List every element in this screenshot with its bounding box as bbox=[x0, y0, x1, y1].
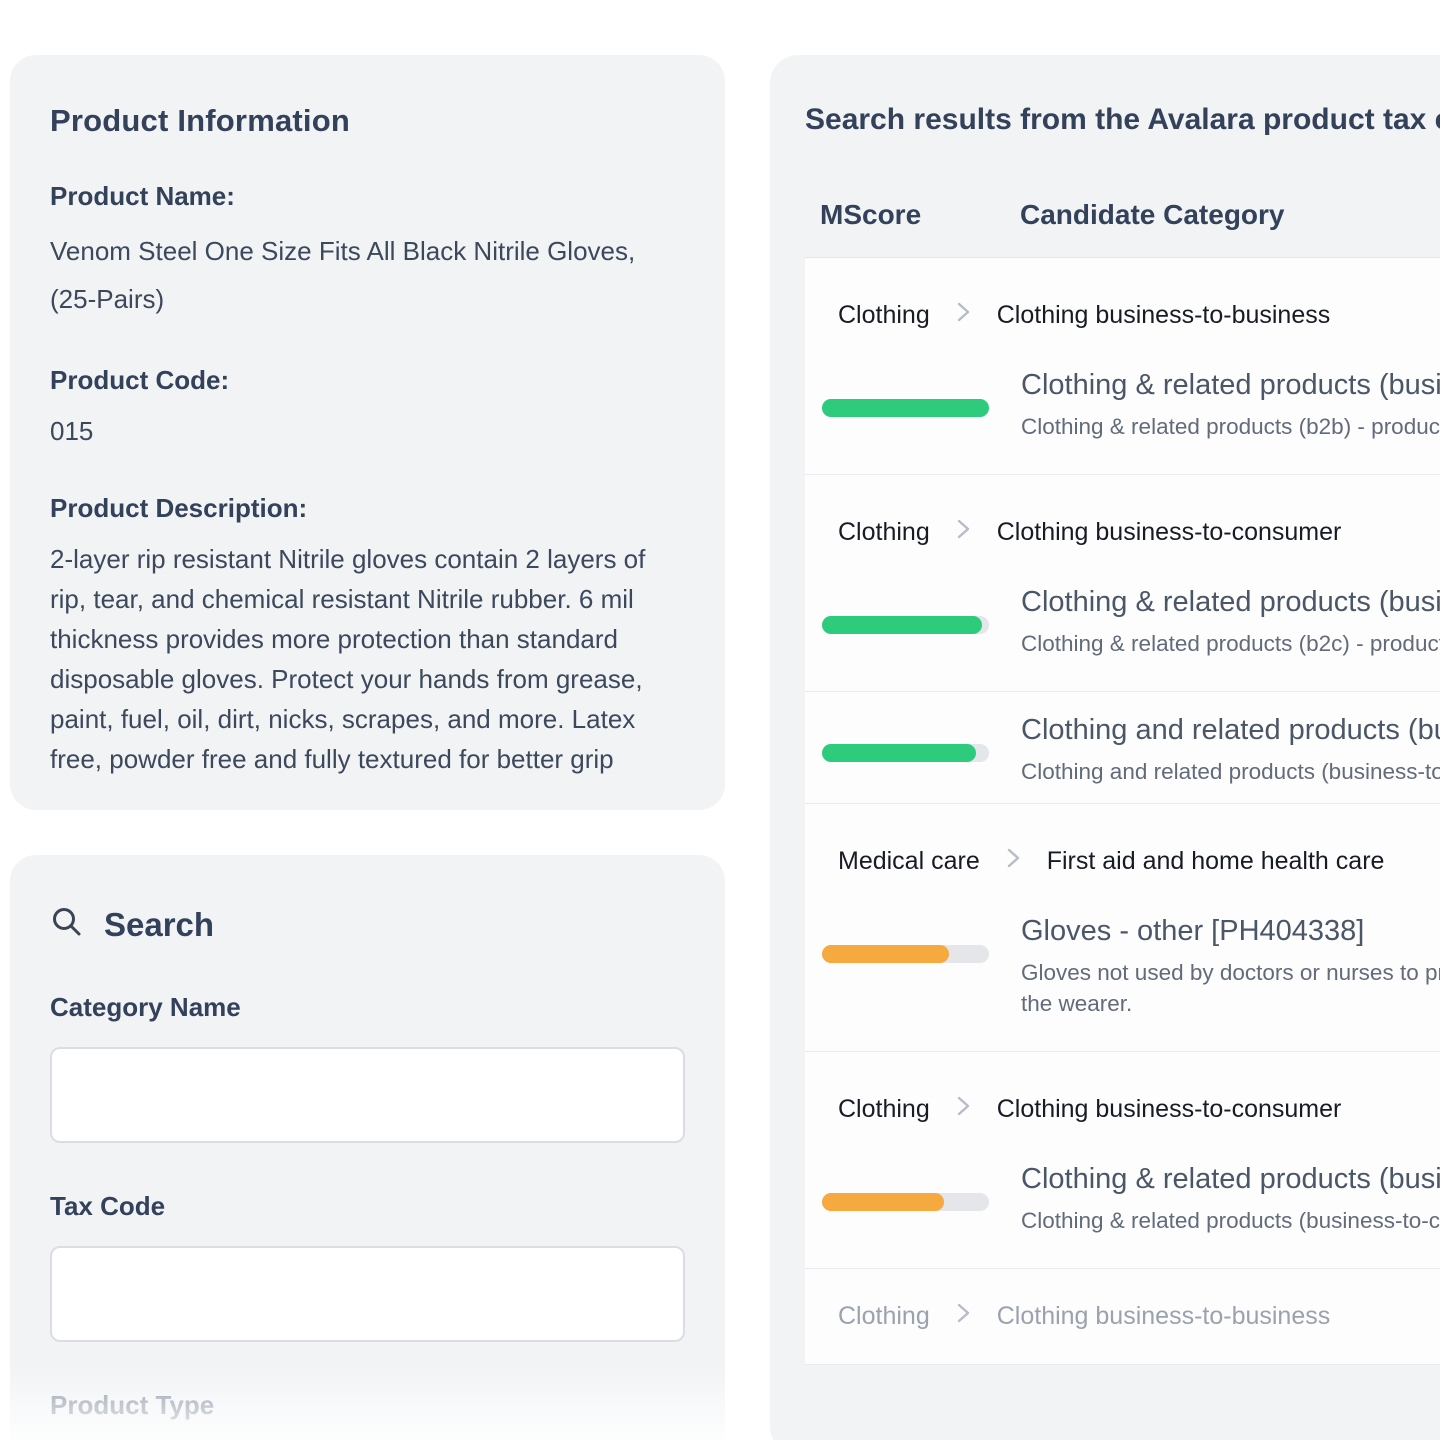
breadcrumb-category: Clothing bbox=[838, 1095, 930, 1123]
table-row[interactable]: Clothing and related products (business)… bbox=[805, 692, 1440, 804]
category-name-label: Category Name bbox=[50, 992, 241, 1022]
breadcrumb-category: Clothing bbox=[838, 518, 930, 546]
mscore-bar-fill bbox=[822, 744, 976, 762]
search-title: Search bbox=[104, 905, 215, 943]
candidate-description: Clothing & related products (business-to… bbox=[1021, 1208, 1440, 1233]
table-row[interactable]: Clothing Clothing business-to-business bbox=[805, 1269, 1440, 1365]
breadcrumb-category: Clothing bbox=[838, 301, 930, 329]
product-description-value: 2-layer rip resistant Nitrile gloves con… bbox=[50, 544, 646, 774]
search-card: Search Category Name Tax Code Product Ty… bbox=[10, 855, 725, 1440]
breadcrumb-category: Medical care bbox=[838, 847, 980, 875]
category-name-input[interactable] bbox=[50, 1047, 685, 1143]
product-description-label: Product Description: bbox=[50, 493, 308, 523]
chevron-right-icon bbox=[956, 1301, 971, 1332]
tax-code-label: Tax Code bbox=[50, 1191, 166, 1221]
chevron-right-icon bbox=[956, 300, 971, 331]
candidate-title[interactable]: Clothing & related products (business-to… bbox=[1021, 586, 1440, 618]
breadcrumb: Clothing Clothing business-to-business bbox=[838, 1301, 1440, 1332]
column-header-candidate-category: Candidate Category bbox=[1020, 199, 1285, 230]
search-icon bbox=[50, 905, 84, 944]
mscore-bar bbox=[822, 945, 989, 963]
mscore-bar-fill bbox=[822, 1193, 944, 1211]
candidate-description: Gloves not used by doctors or nurses to … bbox=[1021, 960, 1440, 1016]
breadcrumb-subcategory: Clothing business-to-consumer bbox=[996, 1095, 1342, 1123]
candidate-title[interactable]: Clothing & related products (business-to… bbox=[1021, 369, 1440, 401]
product-information-title: Product Information bbox=[50, 103, 351, 138]
table-row[interactable]: Clothing Clothing business-to-consumer C… bbox=[805, 475, 1440, 692]
chevron-right-icon bbox=[956, 1094, 971, 1125]
table-row[interactable]: Medical care First aid and home health c… bbox=[805, 804, 1440, 1052]
mscore-bar bbox=[822, 744, 989, 762]
candidate-description: Clothing and related products (business-… bbox=[1021, 759, 1440, 784]
candidate-description: Clothing & related products (b2c) - prod… bbox=[1021, 631, 1440, 656]
search-results-card: Search results from the Avalara product … bbox=[770, 55, 1440, 1440]
breadcrumb: Clothing Clothing business-to-consumer bbox=[838, 517, 1440, 548]
tax-code-input[interactable] bbox=[50, 1246, 685, 1342]
column-header-mscore: MScore bbox=[820, 199, 922, 230]
breadcrumb-subcategory: First aid and home health care bbox=[1046, 847, 1385, 875]
breadcrumb-subcategory: Clothing business-to-business bbox=[996, 1302, 1331, 1330]
table-row[interactable]: Clothing Clothing business-to-consumer C… bbox=[805, 1052, 1440, 1269]
mscore-bar-fill bbox=[822, 945, 949, 963]
mscore-bar-fill bbox=[822, 399, 989, 417]
mscore-bar-fill bbox=[822, 616, 983, 634]
chevron-right-icon bbox=[956, 517, 971, 548]
candidate-title[interactable]: Clothing & related products (business-to… bbox=[1021, 1163, 1440, 1195]
breadcrumb-subcategory: Clothing business-to-business bbox=[996, 301, 1331, 329]
candidate-title[interactable]: Gloves - other [PH404338] bbox=[1021, 915, 1365, 947]
breadcrumb: Clothing Clothing business-to-business bbox=[838, 300, 1440, 331]
product-code-label: Product Code: bbox=[50, 365, 230, 395]
candidate-description: Clothing & related products (b2b) - prod… bbox=[1021, 414, 1440, 439]
product-name-label: Product Name: bbox=[50, 181, 235, 211]
breadcrumb-subcategory: Clothing business-to-consumer bbox=[996, 518, 1342, 546]
mscore-bar bbox=[822, 1193, 989, 1211]
product-code-value: 015 bbox=[50, 416, 94, 446]
breadcrumb: Clothing Clothing business-to-consumer bbox=[838, 1094, 1440, 1125]
chevron-right-icon bbox=[1006, 846, 1021, 877]
results-title: Search results from the Avalara product … bbox=[805, 103, 1440, 136]
mscore-bar bbox=[822, 616, 989, 634]
breadcrumb: Medical care First aid and home health c… bbox=[838, 846, 1440, 877]
product-name-value: Venom Steel One Size Fits All Black Nitr… bbox=[50, 236, 636, 314]
breadcrumb-category: Clothing bbox=[838, 1302, 930, 1330]
product-information-card: Product Information Product Name: Venom … bbox=[10, 55, 725, 810]
product-type-label: Product Type bbox=[50, 1390, 215, 1420]
candidate-title[interactable]: Clothing and related products (business) bbox=[1021, 714, 1440, 746]
results-table-body: Clothing Clothing business-to-business C… bbox=[805, 257, 1440, 1365]
table-row[interactable]: Clothing Clothing business-to-business C… bbox=[805, 258, 1440, 475]
mscore-bar bbox=[822, 399, 989, 417]
